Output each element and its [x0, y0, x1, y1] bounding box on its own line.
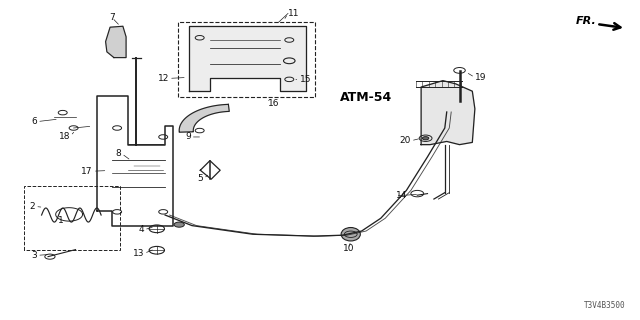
- Text: 10: 10: [343, 244, 355, 253]
- Text: 16: 16: [268, 99, 279, 108]
- Polygon shape: [189, 26, 306, 91]
- Text: 1: 1: [58, 216, 63, 225]
- Polygon shape: [421, 81, 475, 145]
- Text: 6: 6: [31, 117, 37, 126]
- Text: FR.: FR.: [576, 16, 596, 26]
- Circle shape: [422, 137, 429, 140]
- Text: 19: 19: [475, 73, 486, 82]
- Text: 4: 4: [138, 225, 144, 234]
- Text: 9: 9: [185, 132, 191, 141]
- Text: 2: 2: [29, 202, 35, 211]
- Ellipse shape: [341, 228, 360, 241]
- Text: ATM-54: ATM-54: [340, 91, 392, 104]
- Text: 15: 15: [300, 75, 311, 84]
- Text: 20: 20: [399, 136, 411, 145]
- Text: 17: 17: [81, 167, 93, 176]
- Text: 12: 12: [157, 74, 169, 83]
- Text: 5: 5: [198, 174, 204, 183]
- Text: 3: 3: [31, 251, 37, 260]
- Polygon shape: [106, 26, 126, 58]
- Text: 7: 7: [109, 13, 115, 22]
- Polygon shape: [179, 104, 229, 132]
- Text: 11: 11: [288, 9, 300, 18]
- Text: 18: 18: [59, 132, 70, 140]
- Text: 8: 8: [116, 149, 122, 158]
- Circle shape: [174, 222, 184, 227]
- Text: 14: 14: [396, 191, 407, 200]
- Text: T3V4B3500: T3V4B3500: [584, 301, 626, 310]
- Text: 13: 13: [132, 249, 144, 258]
